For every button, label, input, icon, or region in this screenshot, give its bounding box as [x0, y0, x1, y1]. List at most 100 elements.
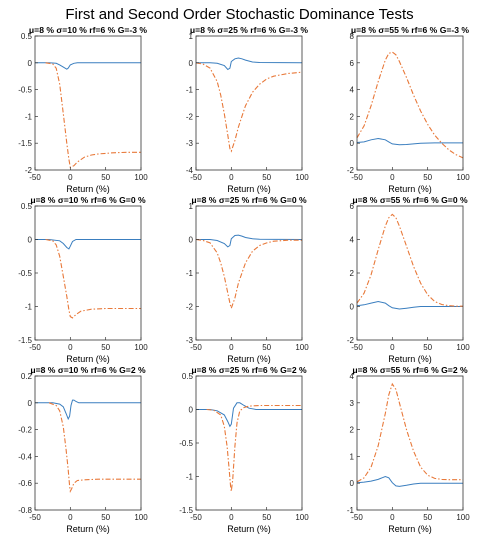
panel-5-x-tick-label: 100	[295, 343, 309, 352]
panel-7-x-label: Return (%)	[66, 524, 110, 534]
panel-4-y-tick-label: -0.5	[18, 269, 32, 278]
panel-3-x-tick-label: 0	[390, 173, 395, 182]
panel-2-x-tick-label: -50	[190, 173, 202, 182]
panel-1-title: μ=8 % σ=10 % rf=6 % G=-3 %	[29, 25, 147, 35]
panel-1-x-tick-label: 50	[101, 173, 110, 182]
panel-5-x-tick-label: 50	[262, 343, 271, 352]
panel-9-y-tick-label: 4	[350, 372, 355, 381]
panel-8-x-tick-label: 0	[229, 513, 234, 522]
panel-2-y-tick-label: -2	[186, 112, 194, 121]
panel-5-ssd-line	[195, 238, 302, 311]
panel-1-y-tick-label: -1	[25, 112, 33, 121]
panel-3-y-tick-label: 4	[350, 86, 355, 95]
panel-9-y-tick-label: 3	[350, 399, 355, 408]
panel-4-ssd-line	[45, 238, 141, 319]
panel-3-y-tick-label: -2	[347, 166, 355, 175]
panel-2-y-tick-label: 0	[189, 59, 194, 68]
panel-2-x-tick-label: 50	[262, 173, 271, 182]
panel-2-title: μ=8 % σ=25 % rf=6 % G=-3 %	[190, 25, 308, 35]
panel-6-y-tick-label: 0	[350, 303, 355, 312]
panel-2-x-label: Return (%)	[227, 184, 271, 194]
panel-7-x-tick-label: 100	[134, 513, 148, 522]
panel-7-title: μ=8 % σ=10 % rf=6 % G=2 %	[30, 365, 146, 375]
panel-3-x-tick-label: 50	[423, 173, 432, 182]
panel-4-x-tick-label: 0	[68, 343, 73, 352]
panel-3-y-tick-label: 2	[350, 112, 355, 121]
panel-2-fsd-line	[196, 57, 303, 71]
panel-6-x-tick-label: 100	[456, 343, 470, 352]
panel-4-frame	[34, 205, 142, 341]
panel-3-x-tick-label: 100	[456, 173, 470, 182]
panel-8-title: μ=8 % σ=25 % rf=6 % G=2 %	[191, 365, 307, 375]
panel-8-y-tick-label: -1.5	[179, 506, 193, 515]
panel-7-y-tick-label: -0.6	[18, 479, 32, 488]
panel-2-x-tick-label: 0	[229, 173, 234, 182]
panel-3-y-tick-label: 6	[350, 59, 355, 68]
panel-3-title: μ=8 % σ=55 % rf=6 % G=-3 %	[351, 25, 469, 35]
panel-9-y-tick-label: 0	[350, 479, 355, 488]
panel-8-x-tick-label: 100	[295, 513, 309, 522]
panel-4-x-tick-label: 50	[101, 343, 110, 352]
panel-7-x-tick-label: -50	[29, 513, 41, 522]
panel-6-fsd-line	[356, 300, 463, 310]
panel-8-frame	[195, 375, 303, 511]
panel-9-title: μ=8 % σ=55 % rf=6 % G=2 %	[352, 365, 468, 375]
panel-5-y-tick-label: -2	[186, 303, 194, 312]
panel-6-x-tick-label: -50	[351, 343, 363, 352]
panel-8-ssd-line	[206, 404, 302, 492]
panel-9-x-tick-label: 0	[390, 513, 395, 522]
panel-9-x-tick-label: -50	[351, 513, 363, 522]
panel-3-x-tick-label: -50	[351, 173, 363, 182]
panel-8-x-label: Return (%)	[227, 524, 271, 534]
panel-2-y-tick-label: 1	[189, 32, 194, 41]
panel-6-y-tick-label: 2	[350, 269, 355, 278]
panel-1-y-tick-label: 0.5	[21, 32, 33, 41]
panel-6-x-label: Return (%)	[388, 354, 432, 364]
panel-9-x-label: Return (%)	[388, 524, 432, 534]
panel-8-y-tick-label: -0.5	[179, 439, 193, 448]
panel-4-y-tick-label: -1	[25, 303, 33, 312]
panel-5-y-tick-label: 1	[189, 202, 194, 211]
panel-1-x-tick-label: 0	[68, 173, 73, 182]
panel-9-ssd-line	[356, 382, 463, 483]
panel-7-y-tick-label: -0.8	[18, 506, 32, 515]
panel-8-x-tick-label: 50	[262, 513, 271, 522]
panel-8-y-tick-label: 0	[189, 406, 194, 415]
panel-7-fsd-line	[35, 399, 141, 421]
panel-6-x-tick-label: 0	[390, 343, 395, 352]
panel-7-y-tick-label: 0.2	[21, 372, 33, 381]
panel-6-ssd-line	[356, 213, 463, 307]
panel-4-title: μ=8 % σ=10 % rf=6 % G=0 %	[30, 195, 146, 205]
panel-6-y-tick-label: 6	[350, 202, 355, 211]
panel-4-y-tick-label: 0	[28, 236, 33, 245]
figure-title: First and Second Order Stochastic Domina…	[65, 6, 414, 23]
panel-8-y-tick-label: -1	[186, 473, 194, 482]
panel-7-y-tick-label: -0.2	[18, 426, 32, 435]
panel-1-y-tick-label: -0.5	[18, 86, 32, 95]
panel-2-y-tick-label: -3	[186, 139, 194, 148]
panel-6-x-tick-label: 50	[423, 343, 432, 352]
panel-1-x-tick-label: 100	[134, 173, 148, 182]
panel-7-x-tick-label: 0	[68, 513, 73, 522]
panel-2-y-tick-label: -4	[186, 166, 194, 175]
panel-7-ssd-line	[48, 402, 141, 493]
panel-3-y-tick-label: 8	[350, 32, 355, 41]
panel-2-y-tick-label: -1	[186, 86, 194, 95]
panel-1-y-tick-label: -2	[25, 166, 33, 175]
panel-9-x-tick-label: 100	[456, 513, 470, 522]
panel-4-x-label: Return (%)	[66, 354, 110, 364]
panel-7-y-tick-label: -0.4	[18, 452, 32, 461]
panel-7-y-tick-label: 0	[28, 399, 33, 408]
panel-9-y-tick-label: -1	[347, 506, 355, 515]
panel-3-frame	[356, 35, 464, 171]
panel-5-frame	[195, 205, 303, 341]
panel-3-fsd-line	[356, 137, 463, 146]
panel-5-x-label: Return (%)	[227, 354, 271, 364]
panel-7-x-tick-label: 50	[101, 513, 110, 522]
panel-3-ssd-line	[356, 51, 464, 159]
panel-1-x-tick-label: -50	[29, 173, 41, 182]
panel-5-title: μ=8 % σ=25 % rf=6 % G=0 %	[191, 195, 307, 205]
panel-8-y-tick-label: 0.5	[182, 372, 194, 381]
panel-1-ssd-line	[45, 62, 141, 169]
